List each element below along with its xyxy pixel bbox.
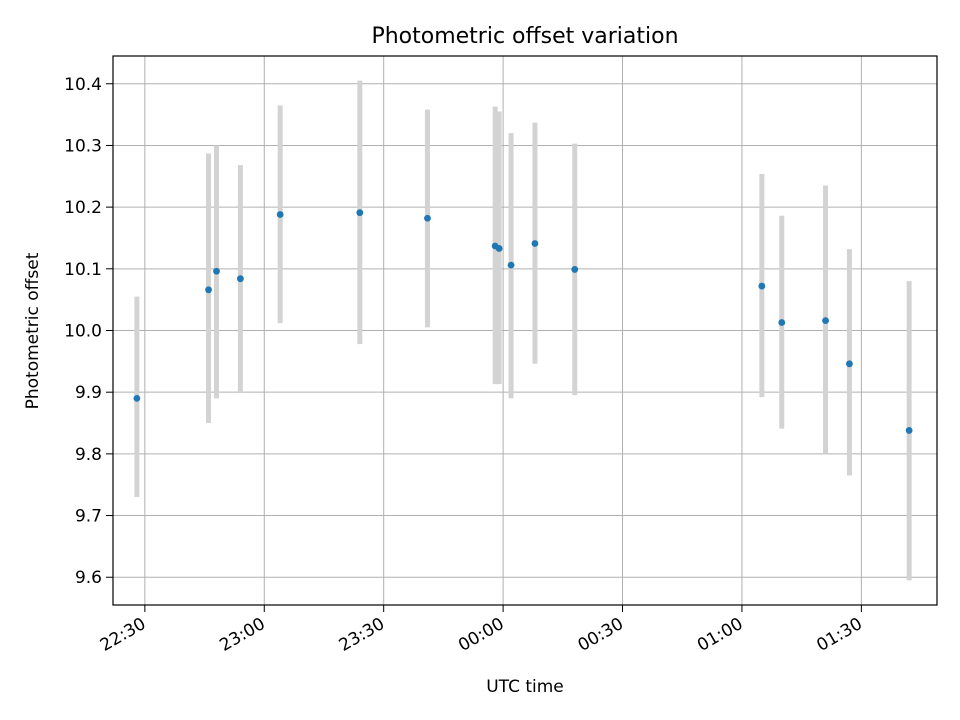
data-point xyxy=(213,267,220,275)
y-tick-label: 9.8 xyxy=(75,445,102,465)
data-point xyxy=(507,261,515,269)
y-tick-label: 9.9 xyxy=(75,383,102,403)
data-point xyxy=(276,211,284,218)
grid xyxy=(113,56,937,605)
data-point xyxy=(356,209,364,217)
y-tick-label: 9.6 xyxy=(75,568,102,588)
data-point xyxy=(236,275,244,283)
y-axis-label: Photometric offset xyxy=(23,252,43,409)
data-point xyxy=(495,245,503,252)
data-point xyxy=(905,427,913,434)
data-point xyxy=(822,317,829,325)
y-tick-label: 9.7 xyxy=(75,507,102,527)
y-tick-label: 10.3 xyxy=(64,136,102,156)
data-point xyxy=(778,319,786,326)
y-tick-label: 10.1 xyxy=(64,260,102,280)
y-axis-ticks: 9.6 9.7 9.8 9.9 10.0 10.1 10.2 10.3 10.4 xyxy=(64,75,113,588)
y-tick-label: 10.4 xyxy=(64,75,102,95)
data-point xyxy=(205,286,212,294)
data-point xyxy=(531,240,539,247)
data-point xyxy=(424,214,431,222)
data-points xyxy=(133,209,913,434)
y-tick-label: 10.0 xyxy=(64,322,102,342)
x-axis-label: UTC time xyxy=(486,677,564,697)
data-point xyxy=(846,360,853,368)
chart-title: Photometric offset variation xyxy=(371,24,678,49)
y-tick-label: 10.2 xyxy=(64,198,102,218)
data-point xyxy=(758,282,766,290)
data-point xyxy=(133,394,141,402)
data-point xyxy=(571,266,579,273)
